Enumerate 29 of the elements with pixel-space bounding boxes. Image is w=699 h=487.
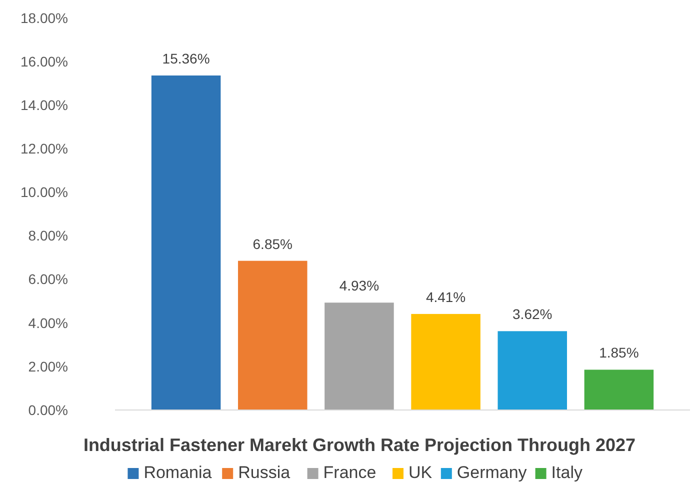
data-label: 4.41% — [426, 288, 466, 305]
bar — [151, 75, 221, 410]
data-label: 6.85% — [252, 236, 292, 252]
legend-label: Romania — [144, 463, 212, 482]
y-tick-label: 10.00% — [20, 184, 68, 200]
y-tick-label: 18.00% — [20, 10, 68, 26]
y-tick-label: 14.00% — [20, 97, 68, 114]
bar — [411, 314, 480, 410]
y-tick-label: 0.00% — [28, 402, 68, 418]
bar — [324, 302, 394, 410]
y-tick-label: 8.00% — [28, 228, 68, 244]
y-tick-label: 6.00% — [28, 271, 68, 288]
legend-label: Italy — [551, 463, 583, 482]
data-label: 15.36% — [162, 50, 210, 66]
y-tick-label: 12.00% — [20, 140, 68, 157]
y-tick-label: 2.00% — [28, 358, 68, 374]
legend-label: France — [323, 463, 376, 482]
data-label: 1.85% — [599, 344, 639, 361]
text: Industrial Fastener Marekt Growth Rate Projection Through 2027 — [83, 435, 636, 455]
legend-label: Russia — [238, 463, 291, 482]
bar — [584, 370, 654, 410]
y-tick-label: 4.00% — [28, 314, 68, 331]
y-tick-label: 16.00% — [20, 53, 68, 70]
bar — [498, 331, 567, 410]
legend-label: UK — [408, 463, 433, 482]
data-label: 4.93% — [339, 278, 380, 294]
legend-label: Germany — [456, 463, 528, 482]
data-label: 3.62% — [512, 306, 552, 322]
bar — [238, 260, 308, 410]
